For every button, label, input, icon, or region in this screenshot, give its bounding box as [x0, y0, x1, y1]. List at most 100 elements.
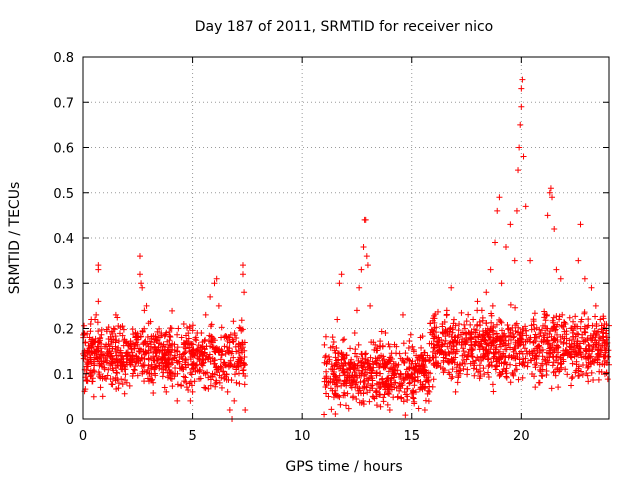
data-point [500, 350, 507, 357]
data-point [407, 331, 414, 338]
data-point [323, 368, 330, 375]
data-point [596, 361, 603, 368]
data-point [441, 340, 448, 347]
data-point [233, 335, 240, 342]
data-point [402, 350, 409, 357]
gridlines [83, 57, 609, 419]
data-point [355, 341, 362, 348]
data-point [236, 380, 243, 387]
data-point [99, 393, 106, 400]
data-point [566, 350, 573, 357]
data-point [336, 372, 343, 379]
data-point [215, 347, 222, 354]
data-point [321, 411, 328, 418]
data-point [155, 344, 162, 351]
data-point [470, 326, 477, 333]
data-point [358, 370, 365, 377]
data-point [594, 351, 601, 358]
data-point [373, 372, 380, 379]
data-point [543, 325, 550, 332]
data-point [166, 329, 173, 336]
data-point [112, 343, 119, 350]
data-point [581, 275, 588, 282]
data-point [182, 345, 189, 352]
data-point [180, 373, 187, 380]
data-point [148, 371, 155, 378]
data-point [474, 298, 481, 305]
data-point [184, 339, 191, 346]
data-point [322, 352, 329, 359]
data-point [509, 369, 516, 376]
data-point [89, 349, 96, 356]
data-point [421, 406, 428, 413]
data-point [340, 363, 347, 370]
data-point [400, 340, 407, 347]
data-point [145, 356, 152, 363]
data-point [416, 356, 423, 363]
data-point [347, 345, 354, 352]
data-point [601, 339, 608, 346]
data-point [386, 406, 393, 413]
data-point [458, 331, 465, 338]
data-point [507, 301, 514, 308]
data-point [552, 326, 559, 333]
data-point [387, 365, 394, 372]
data-point [584, 336, 591, 343]
data-point [604, 376, 611, 383]
data-point [516, 144, 523, 151]
data-point [86, 354, 93, 361]
data-point [218, 324, 225, 331]
data-point [449, 326, 456, 333]
data-point [329, 387, 336, 394]
data-point [386, 343, 393, 350]
data-point [211, 357, 218, 364]
data-point [183, 357, 190, 364]
data-point [522, 327, 529, 334]
data-point [530, 316, 537, 323]
data-point [502, 244, 509, 251]
data-point [513, 320, 520, 327]
data-point [577, 221, 584, 228]
data-point [211, 348, 218, 355]
data-point [195, 342, 202, 349]
data-point [158, 330, 165, 337]
data-point [583, 361, 590, 368]
data-point [396, 380, 403, 387]
data-point [141, 356, 148, 363]
data-point [332, 354, 339, 361]
data-point [377, 338, 384, 345]
data-point [401, 388, 408, 395]
data-point [573, 361, 580, 368]
data-point [485, 374, 492, 381]
data-point [382, 380, 389, 387]
data-point [494, 363, 501, 370]
data-point [323, 359, 330, 366]
data-point [391, 379, 398, 386]
data-point [121, 390, 128, 397]
data-point [576, 372, 583, 379]
data-point [360, 244, 367, 251]
data-point [358, 266, 365, 273]
data-point [169, 307, 176, 314]
data-point [569, 374, 576, 381]
data-point [99, 363, 106, 370]
data-point [341, 389, 348, 396]
data-point [518, 103, 525, 110]
data-point [105, 351, 112, 358]
data-point [377, 370, 384, 377]
data-point [386, 357, 393, 364]
data-point [94, 319, 101, 326]
data-point [530, 339, 537, 346]
data-point [475, 356, 482, 363]
data-point [557, 333, 564, 340]
data-point [332, 410, 339, 417]
data-point [501, 337, 507, 344]
data-point [497, 343, 504, 350]
data-point [112, 333, 119, 340]
data-point [231, 371, 238, 378]
data-point [581, 310, 588, 317]
data-point [595, 376, 602, 383]
data-point [585, 378, 592, 385]
data-point [330, 339, 337, 346]
data-point [183, 379, 190, 386]
